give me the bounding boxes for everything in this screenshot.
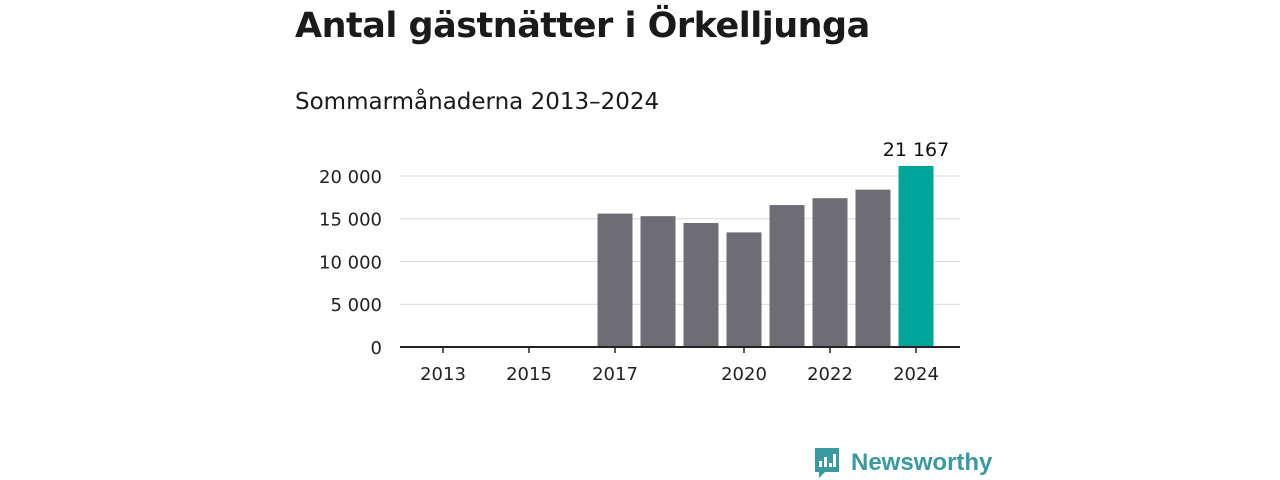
chart-title: Antal gästnätter i Örkelljunga — [295, 6, 870, 46]
bar-2021 — [769, 205, 805, 347]
x-tick-label: 2022 — [807, 364, 853, 385]
bar-2019 — [683, 223, 719, 347]
y-tick-label: 0 — [371, 338, 382, 359]
x-tick-label: 2024 — [893, 364, 939, 385]
bar-2023 — [855, 189, 891, 347]
bar-2020 — [726, 232, 762, 347]
data-label: 21 167 — [883, 139, 949, 161]
brand: Newsworthy — [813, 446, 992, 480]
bar-2022 — [812, 198, 848, 347]
bar-2018 — [640, 216, 676, 347]
bar-2024 — [898, 166, 934, 347]
x-tick-label: 2020 — [721, 364, 767, 385]
y-tick-label: 20 000 — [319, 167, 382, 188]
y-tick-label: 10 000 — [319, 252, 382, 273]
chart-subtitle: Sommarmånaderna 2013–2024 — [295, 89, 660, 115]
y-tick-label: 5 000 — [330, 295, 382, 316]
x-tick-label: 2017 — [592, 364, 638, 385]
bar-2017 — [597, 213, 633, 347]
y-tick-label: 15 000 — [319, 210, 382, 231]
newsworthy-logo-icon — [815, 448, 839, 478]
brand-name: Newsworthy — [851, 449, 993, 476]
x-tick-label: 2015 — [506, 364, 552, 385]
x-tick-label: 2013 — [420, 364, 466, 385]
